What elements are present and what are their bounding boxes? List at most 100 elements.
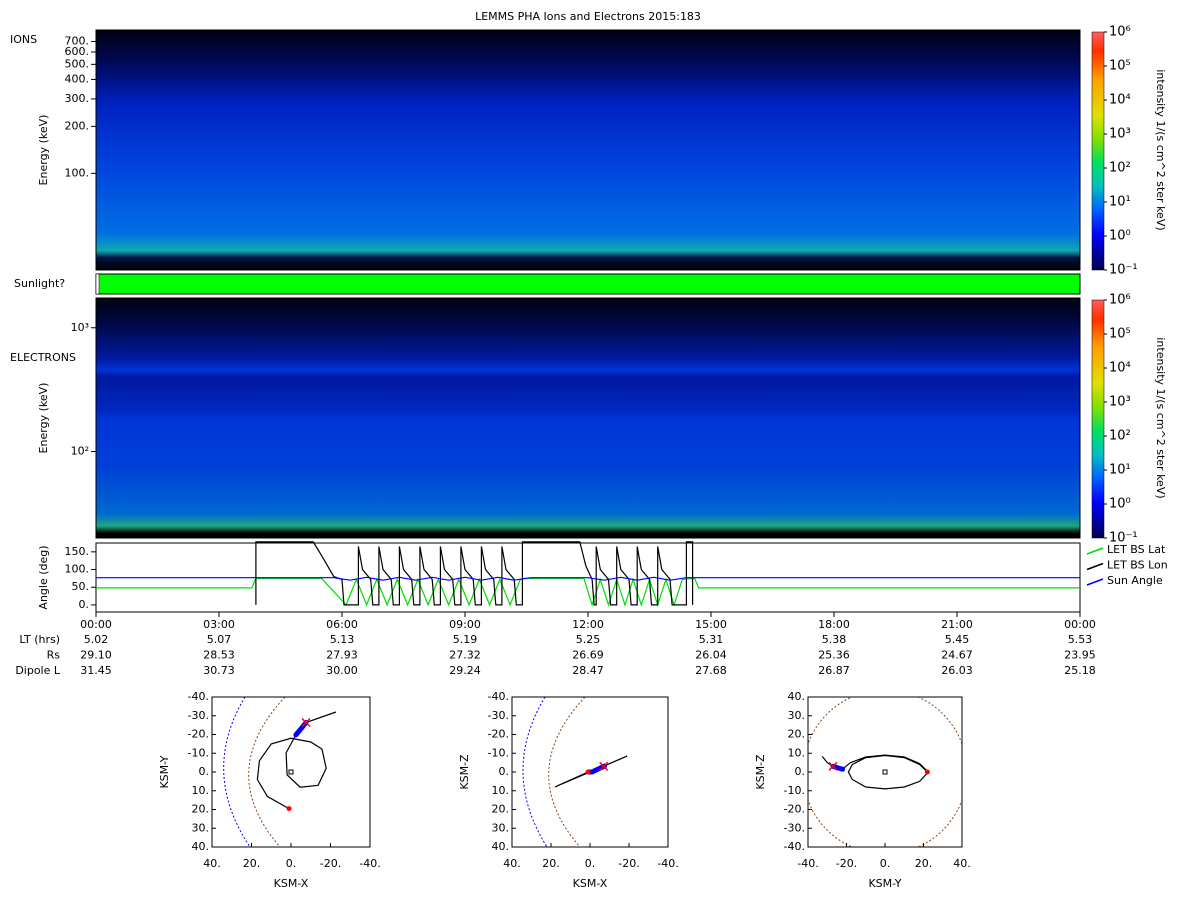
row-value: 30.73 [203,664,235,677]
x-tick-label: 15:00 [695,618,727,631]
x-tick-label: 00:00 [80,618,112,631]
start-marker [301,717,311,728]
y-tick-label: 200. [65,119,90,132]
y-axis-label: KSM-Z [458,754,471,790]
row-value: 28.53 [203,649,235,662]
spectrogram [96,298,1080,538]
sunlight-bar [95,273,1081,295]
trajectory [821,754,930,790]
row-value: 5.13 [330,633,355,646]
y-tick-label: 20. [788,728,806,741]
y-tick-label: 30. [492,821,510,834]
y-tick-label: 30. [788,709,806,722]
y-axis-label: Energy (keV) [37,115,50,186]
y-axis-label: Energy (keV) [37,383,50,454]
start-marker [828,761,838,771]
y-tick-label: -40. [188,690,209,703]
row-label: Dipole L [15,664,61,677]
x-tick-label: 40. [503,857,521,870]
row-value: 23.95 [1064,649,1096,662]
x-tick-label: -40. [797,857,818,870]
x-tick-label: 18:00 [818,618,850,631]
frame [95,273,100,295]
row-value: 5.02 [84,633,109,646]
row-value: 28.47 [572,664,604,677]
colorbar-tick-label: 10⁵ [1109,59,1131,74]
y-tick-label: -20. [488,728,509,741]
x-tick-label: -40. [359,857,380,870]
colorbar-tick-label: 10⁻¹ [1109,263,1138,278]
row-value: 26.04 [695,649,727,662]
x-tick-label: -20. [836,857,857,870]
y-tick-label: -40. [488,690,509,703]
x-tick-label: 0. [585,857,596,870]
chart-title: LEMMS PHA Ions and Electrons 2015:183 [475,10,701,23]
colorbar-tick-label: 10² [1109,161,1131,176]
x-tick-label: 21:00 [941,618,973,631]
y-tick-label: 100. [65,166,90,179]
bow-shock [808,697,962,847]
colorbar-tick-label: 10⁶ [1109,25,1131,40]
row-value: 5.25 [576,633,601,646]
colorbar-tick-label: 10⁴ [1109,93,1131,108]
panel-label: Sunlight? [14,277,65,290]
x-tick-label: 20. [915,857,933,870]
colorbar-tick-label: 10⁴ [1109,361,1131,376]
y-tick-label: 20. [192,803,210,816]
y-tick-label: -10. [488,746,509,759]
frame [95,297,1081,539]
colorbar [1091,31,1105,271]
y-tick-label: 40. [192,840,210,853]
x-tick-label: 40. [203,857,221,870]
colorbar-tick-label: 10⁶ [1109,293,1131,308]
y-tick-label: 40. [788,690,806,703]
y-tick-label: -20. [784,803,805,816]
colorbar-tick-label: 10¹ [1109,463,1131,478]
x-tick-label: 20. [243,857,261,870]
end-marker [286,806,292,812]
row-value: 27.93 [326,649,358,662]
x-tick-label: -20. [320,857,341,870]
end-marker [585,769,591,775]
x-axis-label: KSM-X [274,877,309,890]
x-tick-label: 0. [880,857,891,870]
y-tick-label: -10. [188,746,209,759]
y-tick-label: -30. [488,709,509,722]
y-tick-label: -20. [188,728,209,741]
y-tick-label: 0. [79,598,90,611]
y-axis-label: KSM-Y [158,755,171,788]
y-tick-label: 100. [65,563,90,576]
row-value: 27.68 [695,664,727,677]
colorbar-label: intensity 1/(s cm^2 ster keV) [1154,69,1167,230]
y-tick-label: 10. [788,746,806,759]
spectrogram [96,30,1080,270]
x-tick-label: 06:00 [326,618,358,631]
x-tick-label: -40. [657,857,678,870]
frame [211,696,371,848]
y-tick-label: 150. [65,545,90,558]
x-tick-label: 09:00 [449,618,481,631]
row-label: Rs [47,649,61,662]
x-axis-label: KSM-X [573,877,608,890]
row-label: LT (hrs) [19,633,60,646]
row-value: 5.38 [822,633,847,646]
x-tick-label: 20. [542,857,560,870]
y-tick-label: -30. [784,821,805,834]
x-tick-label: 0. [286,857,297,870]
row-value: 30.00 [326,664,358,677]
y-tick-label: 0. [499,765,510,778]
y-tick-label: -30. [188,709,209,722]
panel-label: ELECTRONS [10,351,76,364]
x-tick-label: 00:00 [1064,618,1096,631]
colorbar-tick-label: 10³ [1109,395,1131,410]
panel-label: IONS [10,33,37,46]
row-value: 24.67 [941,649,973,662]
y-tick-label: 10³ [71,321,89,334]
row-value: 5.53 [1068,633,1093,646]
colorbar-tick-label: 10² [1109,429,1131,444]
row-value: 26.87 [818,664,850,677]
y-axis-label: KSM-Z [754,754,767,790]
end-marker [924,769,930,775]
y-tick-label: 400. [65,72,90,85]
